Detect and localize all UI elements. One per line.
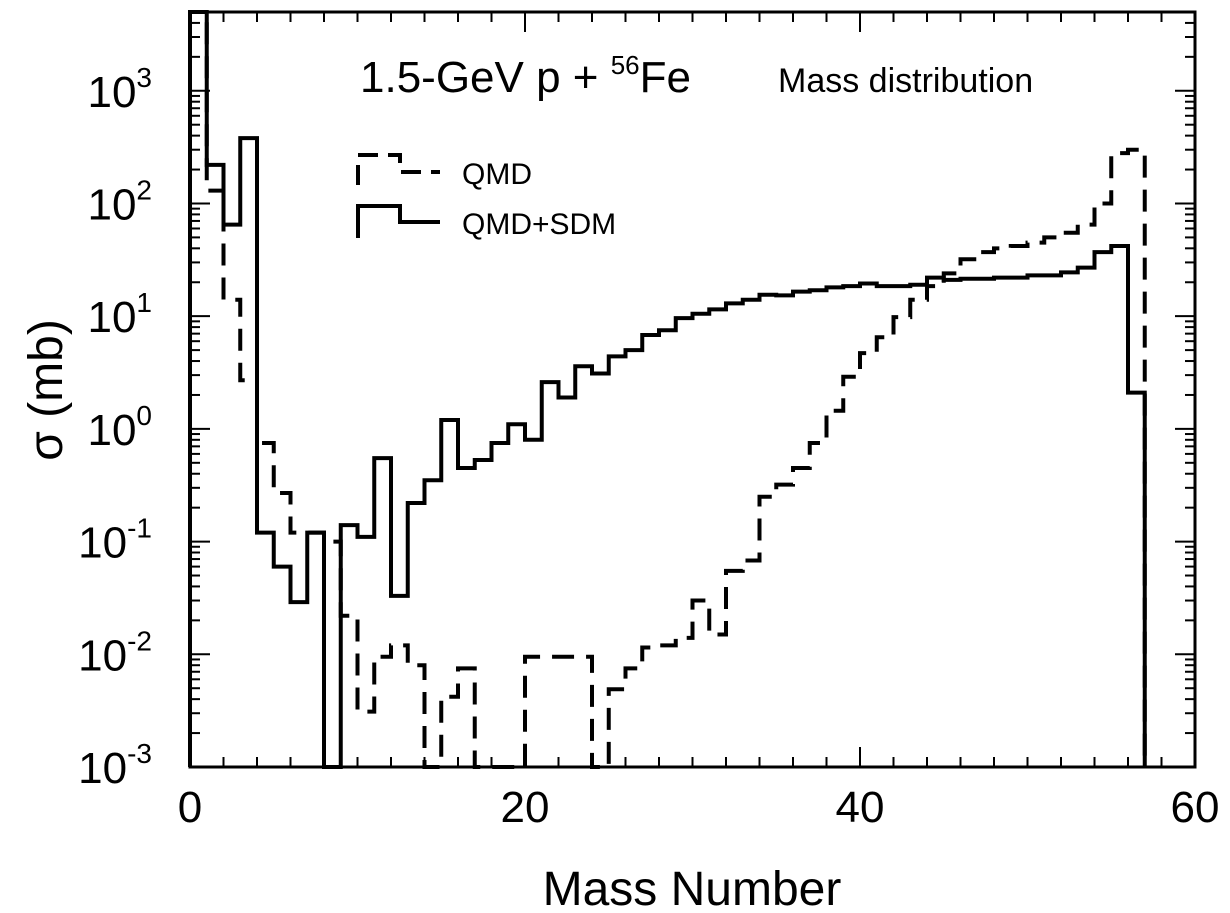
y-tick-label: 10-1 [78, 513, 152, 568]
title-main: 1.5-GeV p + 56Fe [360, 50, 691, 102]
legend-line-qmd-sdm [356, 204, 440, 238]
x-tick-label: 20 [501, 783, 550, 832]
title-element: Fe [640, 53, 691, 102]
x-tick-label: 60 [1171, 783, 1220, 832]
y-tick-label: 101 [87, 287, 152, 342]
title-superscript: 56 [611, 50, 640, 80]
legend-label-qmd: QMD [462, 158, 532, 191]
series-qmd-sdm-step-line [188, 10, 1147, 769]
x-tick-label: 40 [836, 783, 885, 832]
legend-label-qmd-sdm: QMD+SDM [462, 208, 616, 241]
y-axis-label: σ (mb) [20, 319, 73, 461]
legend-line-qmd [356, 153, 440, 185]
x-axis-label: Mass Number [543, 863, 842, 913]
title-right: Mass distribution [778, 62, 1033, 100]
x-tick-label: 0 [178, 783, 202, 832]
y-tick-label: 10-2 [78, 625, 152, 680]
y-tick-label: 102 [87, 174, 152, 229]
tick-labels: 0 20 40 60 103 102 101 100 10-1 10-2 10-3 [78, 62, 1219, 832]
series-layer [188, 10, 1147, 769]
y-tick-label: 103 [87, 62, 152, 117]
legend: QMD QMD+SDM [356, 153, 616, 241]
y-tick-label: 10-3 [78, 738, 152, 793]
y-tick-label: 100 [87, 400, 152, 455]
series-qmd-step-line [188, 10, 1147, 769]
